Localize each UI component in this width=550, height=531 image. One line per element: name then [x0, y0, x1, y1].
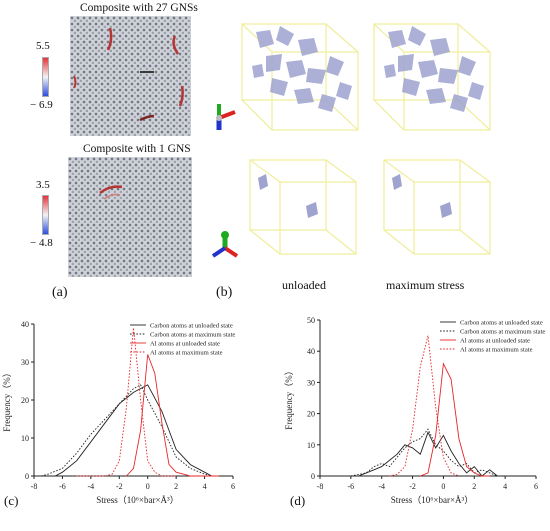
legend-entry: Carbon atoms at maximum state	[150, 332, 235, 339]
x-axis-label: Stress（10⁶×bar×Å³）	[96, 495, 178, 505]
sim-box-27-max-stress	[373, 23, 491, 131]
legend-entry: Al atoms at maximum state	[460, 347, 533, 354]
legend-entry: Al atoms at unloaded state	[150, 341, 220, 348]
y-axis-label: Frequency（%）	[284, 366, 294, 429]
colorbar-top-max: 5.5	[36, 40, 50, 52]
y-tick-label: 10	[307, 441, 315, 450]
y-tick-label: 30	[21, 358, 29, 367]
colorbar-bottom	[42, 195, 49, 235]
x-tick-label: -4	[88, 482, 95, 491]
unloaded-label: unloaded	[282, 278, 326, 292]
axis-triad-top	[216, 104, 236, 130]
y-tick-label: 0	[25, 472, 29, 481]
series-line-1	[40, 384, 212, 477]
chart-legend: Carbon atoms at unloaded state Carbon ato…	[440, 320, 545, 354]
x-tick-label: -8	[317, 482, 324, 491]
x-tick-label: 6	[231, 482, 235, 491]
series-line-3	[76, 327, 177, 477]
chart-d: -8 -6 -4 -2 0 2 4 6 0 10 20 30 40 50 Stress（10⁶×bar×Å³…	[284, 316, 545, 508]
x-tick-label: 4	[503, 482, 507, 491]
panel-a-bottom-title: Composite with 1 GNS	[83, 143, 191, 155]
legend-entry: Carbon atoms at maximum state	[460, 329, 545, 336]
series-line-1	[350, 428, 506, 477]
panel-a-top-title: Composite with 27 GNSs	[80, 2, 198, 14]
graphene-sheets-overlay	[73, 27, 184, 122]
y-tick-label: 20	[21, 396, 29, 405]
series-line-2	[126, 354, 219, 477]
x-tick-label: 0	[441, 482, 445, 491]
y-tick-label: 20	[307, 410, 315, 419]
chart-legend: Carbon atoms at unloaded state Carbon ato…	[130, 323, 235, 357]
series-line-3	[389, 335, 460, 477]
x-tick-label: -6	[348, 482, 355, 491]
chart-panel-label: (c)	[4, 493, 18, 508]
sim-box-27-unloaded	[241, 23, 359, 131]
legend-entry: Al atoms at maximum state	[150, 350, 223, 357]
atom-slab-27-gns	[70, 16, 191, 136]
axis-triad-bottom	[211, 231, 239, 258]
max-stress-label: maximum stress	[386, 278, 465, 292]
y-tick-label: 30	[307, 378, 315, 387]
y-tick-label: 50	[307, 316, 315, 325]
x-tick-label: 6	[534, 482, 538, 491]
sim-box-1-unloaded	[249, 159, 357, 255]
sim-box-1-max-stress	[383, 159, 491, 255]
y-tick-label: 0	[311, 472, 315, 481]
y-axis-label: Frequency（%）	[2, 368, 12, 431]
x-tick-label: -6	[59, 482, 66, 491]
series-line-0	[358, 431, 506, 477]
x-tick-label: 0	[146, 482, 150, 491]
colorbar-bottom-min: − 4.8	[30, 237, 53, 249]
series-line-0	[55, 384, 212, 477]
x-axis-label: Stress（10⁶×bar×Å³）	[391, 495, 473, 505]
chart-c: -8 -6 -4 -2 0 2 4 6 0 10 20 30 40 Stress（10⁶×bar×Å³） F…	[2, 320, 235, 508]
colorbar-top	[42, 57, 49, 97]
y-tick-label: 40	[307, 347, 315, 356]
panel-a-label: (a)	[52, 285, 68, 300]
legend-entry: Carbon atoms at unloaded state	[150, 323, 233, 330]
panel-b-label: (b)	[216, 285, 233, 300]
y-tick-label: 10	[21, 434, 29, 443]
series-line-2	[420, 362, 490, 477]
legend-entry: Carbon atoms at unloaded state	[460, 320, 543, 327]
colorbar-top-min: − 6.9	[30, 99, 53, 111]
colorbar-bottom-max: 3.5	[36, 179, 50, 191]
x-tick-label: -2	[409, 482, 416, 491]
x-tick-label: 2	[472, 482, 476, 491]
legend-entry: Al atoms at unloaded state	[460, 338, 530, 345]
x-tick-label: -4	[378, 482, 385, 491]
x-tick-label: 2	[174, 482, 178, 491]
x-tick-label: 4	[203, 482, 207, 491]
x-tick-label: -2	[116, 482, 123, 491]
x-tick-label: -8	[31, 482, 38, 491]
chart-panel-label: (d)	[290, 493, 305, 508]
y-tick-label: 40	[21, 320, 29, 329]
graphene-sheet-overlay	[99, 185, 123, 200]
atom-slab-1-gns	[68, 157, 192, 277]
